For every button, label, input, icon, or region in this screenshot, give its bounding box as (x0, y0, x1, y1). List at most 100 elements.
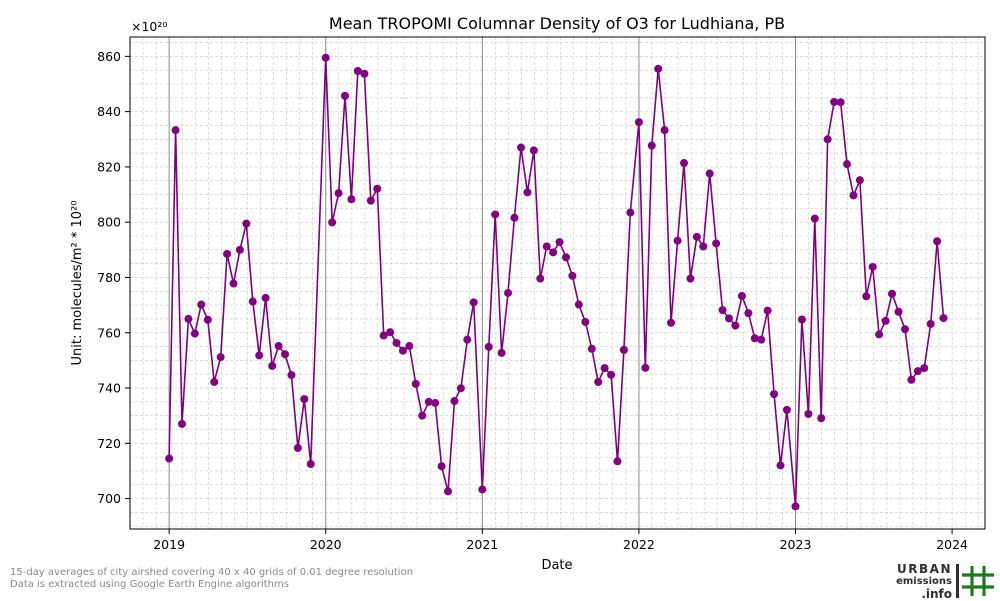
y-tick-label: 860 (97, 49, 121, 64)
data-point (862, 292, 871, 301)
data-point (855, 176, 864, 185)
x-tick-label: 2019 (153, 537, 185, 552)
y-tick-label: 740 (97, 381, 121, 396)
data-point (491, 210, 500, 219)
data-point (594, 377, 603, 386)
logo-text-emissions: emissions (896, 576, 952, 587)
data-point (868, 262, 877, 271)
data-point (392, 338, 401, 347)
x-tick-label: 2024 (936, 537, 968, 552)
plot-frame (129, 36, 986, 530)
data-point (484, 342, 493, 351)
data-point (300, 395, 309, 404)
data-point (223, 249, 232, 258)
x-tick-label: 2022 (623, 537, 655, 552)
data-point (587, 344, 596, 353)
data-point (887, 289, 896, 298)
data-point (373, 184, 382, 193)
data-point (731, 321, 740, 330)
data-point (881, 316, 890, 325)
x-tick-label: 2023 (780, 537, 812, 552)
data-point (830, 97, 839, 106)
data-point (229, 279, 238, 288)
y-axis-ticks: 700 720 740 760 780 800 820 840 860 (97, 49, 130, 506)
data-point (843, 160, 852, 169)
data-point (287, 371, 296, 380)
data-point (379, 331, 388, 340)
data-point (926, 319, 935, 328)
data-point (613, 457, 622, 466)
data-point (712, 239, 721, 248)
data-point (667, 318, 676, 327)
data-point (171, 126, 180, 135)
data-point (797, 315, 806, 324)
data-point (165, 454, 174, 463)
y-tick-label: 800 (97, 215, 121, 230)
data-point (293, 444, 302, 453)
data-point (705, 169, 714, 178)
data-point (581, 317, 590, 326)
data-point (444, 487, 453, 496)
data-point (463, 335, 472, 344)
data-point (366, 196, 375, 205)
data-point (418, 411, 427, 420)
y-offset-label: ×10²⁰ (131, 19, 167, 34)
data-point (680, 159, 689, 168)
data-point (724, 314, 733, 323)
data-point (770, 390, 779, 399)
data-point (823, 135, 832, 144)
data-point (405, 342, 414, 351)
data-point (242, 219, 251, 228)
data-point (875, 330, 884, 339)
data-point (255, 351, 264, 360)
data-point (523, 188, 532, 197)
data-point (235, 245, 244, 254)
data-point (763, 306, 772, 315)
data-point (804, 410, 813, 419)
data-point (184, 314, 193, 323)
y-tick-label: 820 (97, 159, 121, 174)
data-point (469, 298, 478, 307)
data-point (549, 248, 558, 257)
y-tick-label: 700 (97, 491, 121, 506)
x-axis-label: Date (541, 558, 572, 573)
data-point (210, 377, 219, 386)
data-point (248, 297, 257, 306)
data-point (920, 364, 929, 373)
data-point (386, 328, 395, 337)
data-point (504, 288, 513, 297)
data-point (398, 346, 407, 355)
data-point (306, 460, 315, 469)
data-point (203, 315, 212, 324)
data-point (817, 414, 826, 423)
data-point (791, 502, 800, 511)
data-point (634, 118, 643, 127)
data-point (347, 195, 356, 204)
data-point (737, 291, 746, 300)
data-point (849, 191, 858, 200)
data-point (424, 397, 433, 406)
data-point (328, 218, 337, 227)
data-point (757, 335, 766, 344)
data-point (216, 353, 225, 362)
data-point (619, 345, 628, 354)
data-point (810, 214, 819, 223)
data-point (660, 126, 669, 135)
series-layer (165, 53, 948, 511)
data-point (281, 350, 290, 359)
data-point (341, 91, 350, 100)
x-axis-ticks: 2019 2020 2021 2022 2023 2024 (153, 529, 968, 552)
y-tick-label: 840 (97, 104, 121, 119)
hash-grid-icon (962, 566, 994, 596)
data-point (900, 325, 909, 334)
data-point (750, 334, 759, 343)
data-point (933, 237, 942, 246)
data-point (600, 364, 609, 373)
data-point (261, 293, 270, 302)
data-point (353, 66, 362, 75)
data-point (686, 274, 695, 283)
y-tick-label: 720 (97, 436, 121, 451)
data-point (744, 309, 753, 318)
data-point (699, 242, 708, 251)
